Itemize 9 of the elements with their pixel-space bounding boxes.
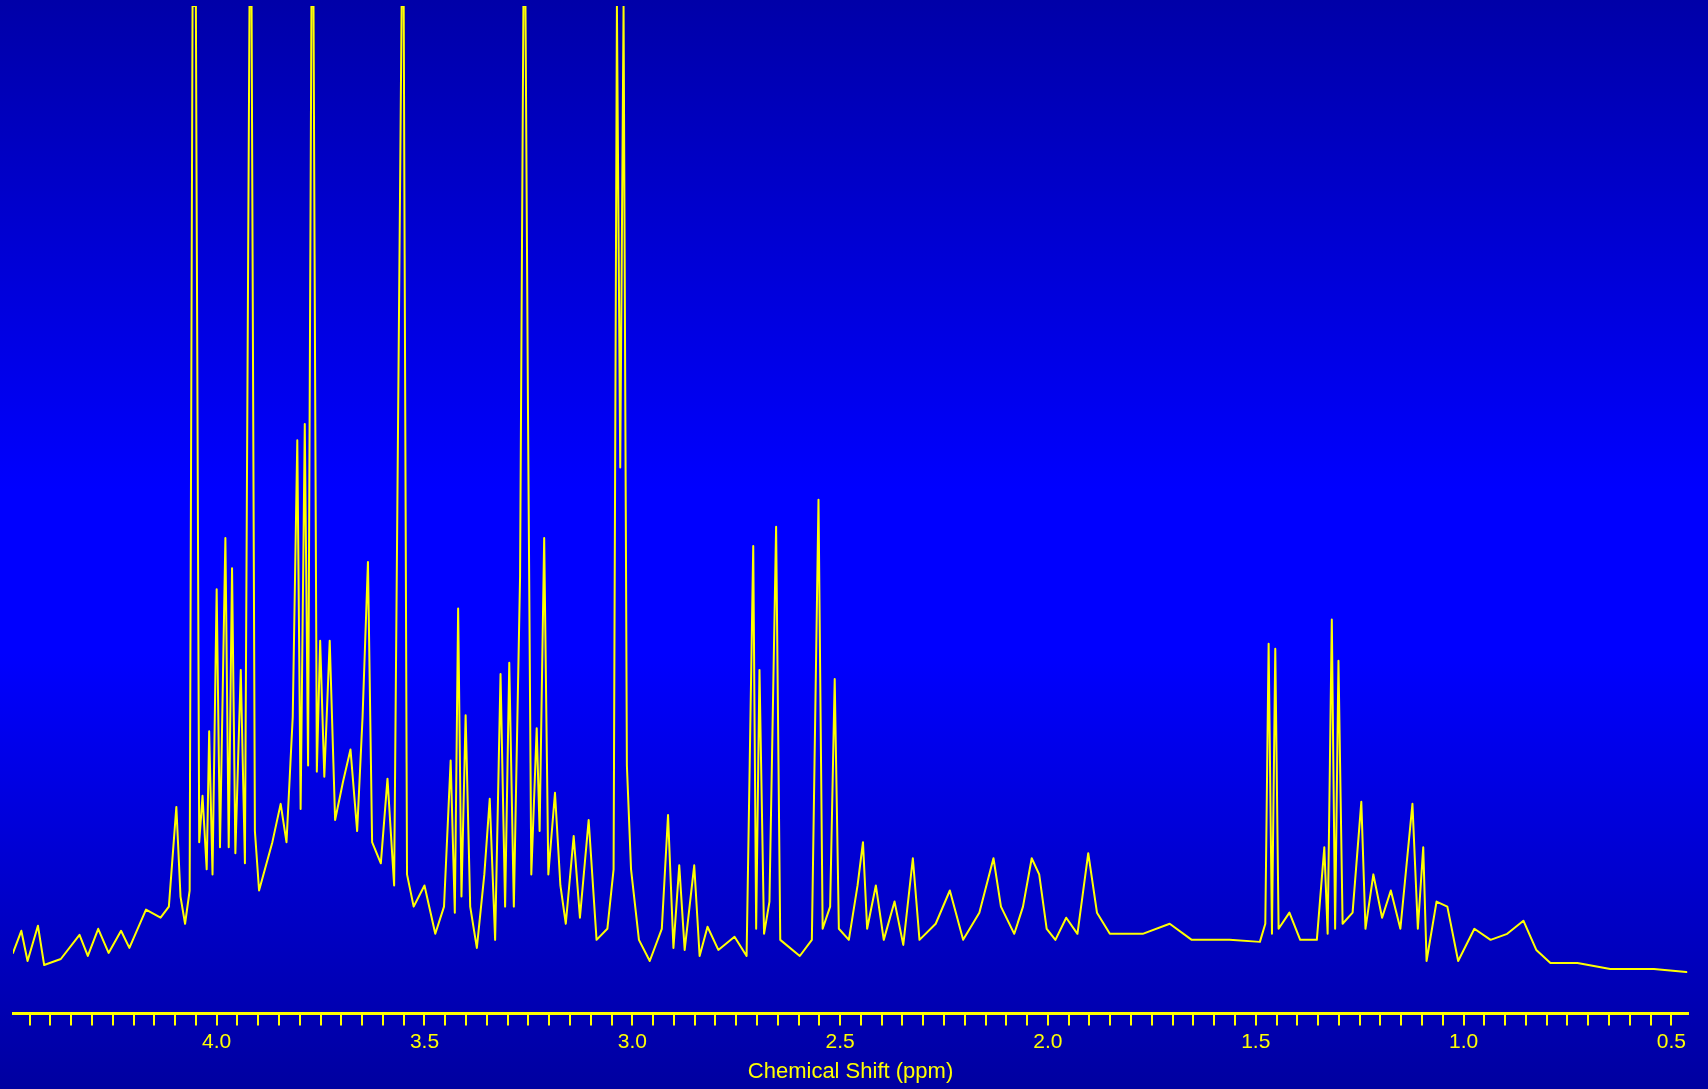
x-tick-label: 2.5 xyxy=(825,1028,855,1052)
x-tick-label: 3.0 xyxy=(617,1028,647,1052)
x-axis-title: Chemical Shift (ppm) xyxy=(747,1057,954,1083)
x-tick-label: 1.0 xyxy=(1448,1028,1479,1052)
x-tick-label: 2.0 xyxy=(1033,1028,1063,1052)
x-tick-label: 3.5 xyxy=(409,1028,440,1052)
x-tick-label: 4.0 xyxy=(202,1028,232,1052)
x-tick-label: 1.5 xyxy=(1241,1028,1271,1052)
x-tick-label: 0.5 xyxy=(1656,1028,1686,1052)
